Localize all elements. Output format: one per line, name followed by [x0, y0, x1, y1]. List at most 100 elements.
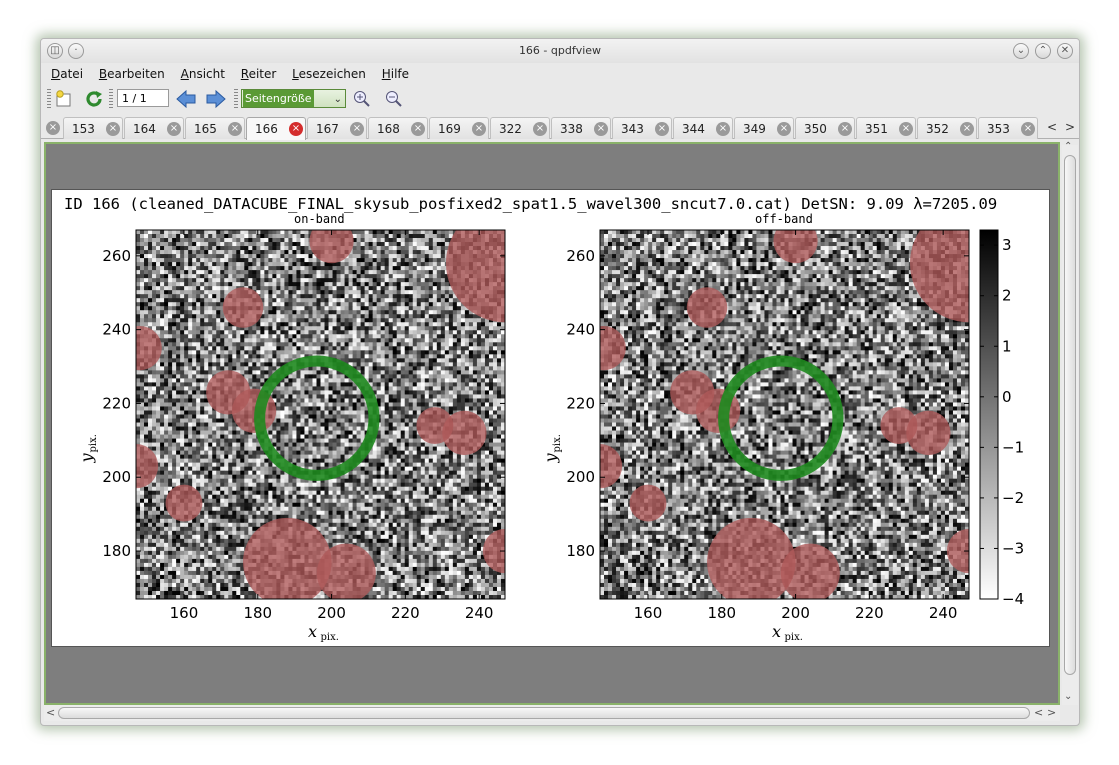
zoom-select-value: Seitengröße — [243, 90, 314, 107]
tab-close-icon[interactable]: × — [106, 122, 120, 136]
tab-169[interactable]: 169 × — [429, 117, 489, 139]
menu-reiter[interactable]: Reiter — [240, 67, 277, 81]
tab-166[interactable]: 166 × — [246, 117, 306, 140]
tab-close-icon[interactable]: × — [289, 122, 303, 136]
window-sticky-icon[interactable]: · — [68, 43, 84, 59]
tab-close-icon[interactable]: × — [167, 122, 181, 136]
colorbar-tick-label: −2 — [1002, 489, 1024, 507]
menu-bar: Datei Bearbeiten Ansicht Reiter Lesezeic… — [45, 65, 415, 85]
document-view[interactable]: ID 166 (cleaned_DATACUBE_FINAL_skysub_po… — [44, 142, 1060, 705]
scroll-left-icon[interactable]: < — [46, 706, 56, 719]
mask-region — [165, 484, 203, 522]
zoom-select[interactable]: Seitengröße ⌄ — [241, 89, 346, 108]
tab-label: 349 — [743, 122, 766, 136]
refresh-icon[interactable] — [83, 88, 105, 110]
scroll-up-icon[interactable]: ⌃ — [1064, 141, 1073, 152]
mask-region — [600, 444, 623, 489]
zoom-out-icon[interactable] — [383, 88, 405, 110]
tab-scroll-right-icon[interactable]: > — [1065, 120, 1076, 134]
tab-153[interactable]: 153 × — [63, 117, 123, 139]
tab-label: 167 — [316, 122, 339, 136]
next-page-icon[interactable] — [205, 88, 227, 110]
mask-region — [445, 230, 505, 323]
x-tick-label: 200 — [781, 604, 810, 622]
tab-351[interactable]: 351 × — [856, 117, 916, 139]
scroll-right-icon[interactable]: > — [1047, 706, 1057, 719]
tab-close-icon[interactable]: × — [1021, 122, 1035, 136]
tab-164[interactable]: 164 × — [124, 117, 184, 139]
tab-167[interactable]: 167 × — [307, 117, 367, 139]
tab-label: 338 — [560, 122, 583, 136]
tab-352[interactable]: 352 × — [917, 117, 977, 139]
menu-lesezeichen[interactable]: Lesezeichen — [292, 67, 366, 81]
tab-scroll-left-icon[interactable]: < — [1047, 120, 1058, 134]
tab-close-icon[interactable]: × — [838, 122, 852, 136]
tab-322[interactable]: 322 × — [490, 117, 550, 139]
tab-338[interactable]: 338 × — [551, 117, 611, 139]
y-tick-label: 200 — [566, 468, 595, 486]
y-tick-label: 200 — [102, 468, 131, 486]
mask-region — [880, 407, 918, 445]
menu-datei[interactable]: Datei — [51, 67, 84, 81]
colorbar — [979, 229, 999, 600]
tab-label: 351 — [865, 122, 888, 136]
plot-frame — [135, 229, 506, 600]
tab-close-icon[interactable]: × — [533, 122, 547, 136]
minimize-icon[interactable]: ⌄ — [1013, 43, 1029, 59]
mask-region — [773, 230, 818, 264]
tab-349[interactable]: 349 × — [734, 117, 794, 139]
tab-165[interactable]: 165 × — [185, 117, 245, 139]
title-bar[interactable]: ◫ · 166 - qpdfview ⌄ ⌃ ✕ — [41, 39, 1079, 63]
x-tick-label: 180 — [707, 604, 736, 622]
mask-region — [316, 543, 376, 599]
tab-close-icon[interactable]: × — [899, 122, 913, 136]
colorbar-tick-label: −4 — [1002, 590, 1024, 608]
toolbar: Seitengröße ⌄ — [45, 86, 425, 112]
mask-region — [222, 287, 264, 328]
mask-region — [946, 528, 969, 574]
x-tick-label: 160 — [634, 604, 663, 622]
tab-close-icon[interactable]: × — [594, 122, 608, 136]
vertical-scroll-thumb[interactable] — [1064, 155, 1076, 675]
menu-ansicht[interactable]: Ansicht — [180, 67, 225, 81]
menu-bearbeiten[interactable]: Bearbeiten — [98, 67, 165, 81]
toolbar-grip-2[interactable] — [109, 89, 113, 109]
tab-label: 353 — [987, 122, 1010, 136]
scroll-left-end-icon[interactable]: < — [1034, 706, 1044, 719]
tab-168[interactable]: 168 × — [368, 117, 428, 139]
horizontal-scroll-thumb[interactable] — [58, 707, 1030, 719]
page-number-input[interactable] — [117, 89, 169, 107]
tab-344[interactable]: 344 × — [673, 117, 733, 139]
tab-close-icon[interactable]: × — [411, 122, 425, 136]
tab-343[interactable]: 343 × — [612, 117, 672, 139]
scroll-down-icon[interactable]: ⌄ — [1064, 691, 1073, 702]
zoom-in-icon[interactable] — [351, 88, 373, 110]
y-tick-label: 180 — [102, 542, 131, 560]
tab-close-icon[interactable]: × — [350, 122, 364, 136]
tab-close-icon[interactable]: × — [46, 121, 60, 135]
open-icon[interactable] — [53, 88, 75, 110]
vertical-scrollbar[interactable]: ⌃ ⌄ — [1062, 141, 1078, 705]
close-window-icon[interactable]: ✕ — [1057, 43, 1073, 59]
tab-close-icon[interactable]: × — [228, 122, 242, 136]
maximize-icon[interactable]: ⌃ — [1035, 43, 1051, 59]
colorbar-tick-label: 1 — [1002, 337, 1012, 355]
toolbar-grip-3[interactable] — [234, 89, 238, 109]
tab-close-icon[interactable]: × — [655, 122, 669, 136]
menu-hilfe[interactable]: Hilfe — [381, 67, 410, 81]
previous-page-icon[interactable] — [175, 88, 197, 110]
tab-close-icon[interactable]: × — [472, 122, 486, 136]
x-axis-label: x — [308, 622, 317, 641]
figure-title: ID 166 (cleaned_DATACUBE_FINAL_skysub_po… — [64, 195, 998, 213]
x-tick-label: 180 — [243, 604, 272, 622]
panel-title-off-band: off-band — [755, 212, 813, 226]
tab-close-icon[interactable]: × — [716, 122, 730, 136]
tab-close-icon[interactable]: × — [777, 122, 791, 136]
toolbar-grip[interactable] — [47, 89, 51, 109]
tab-350[interactable]: 350 × — [795, 117, 855, 139]
window-menu-icon[interactable]: ◫ — [47, 43, 63, 59]
tab-353[interactable]: 353 × — [978, 117, 1038, 139]
horizontal-scrollbar[interactable]: < < > — [44, 705, 1060, 721]
tab-close-icon[interactable]: × — [960, 122, 974, 136]
mask-region — [906, 410, 951, 456]
